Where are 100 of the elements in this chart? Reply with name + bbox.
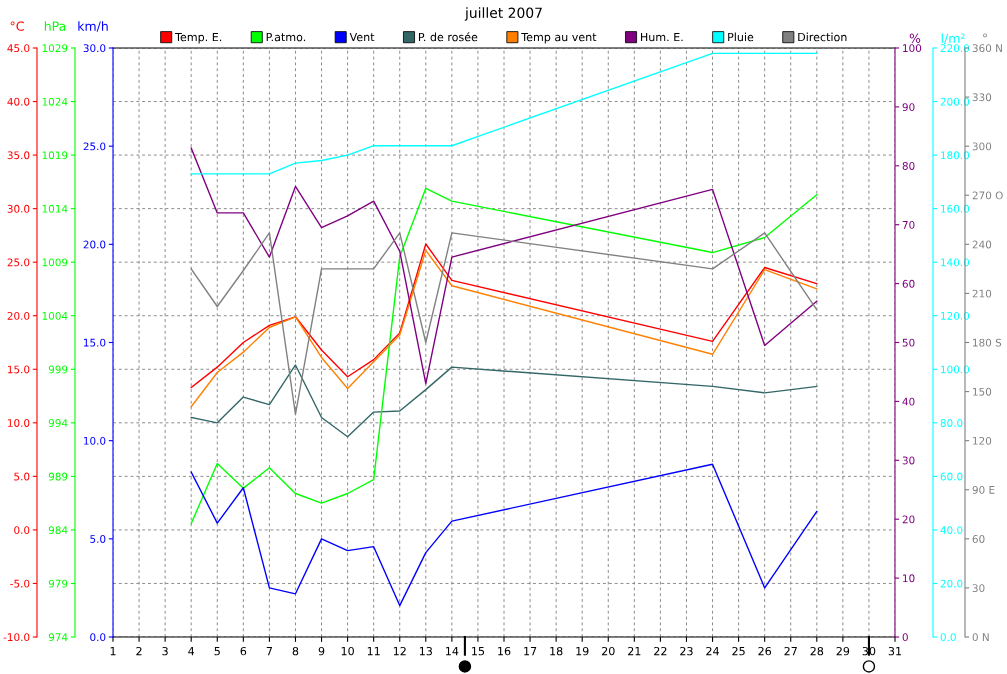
x-tick-label: 29 — [836, 646, 850, 656]
x-tick-label: 4 — [188, 647, 195, 656]
y2-tick-label: 1029 — [42, 44, 68, 53]
y3-tick-label: 120 — [973, 436, 992, 445]
y2-tick-label: 140.0 — [941, 258, 970, 267]
legend-label: Temp. E. — [175, 32, 222, 44]
y-tick-label: 80 — [902, 162, 915, 170]
y-tick-label: 30 — [902, 456, 915, 465]
x-tick-label: 27 — [784, 646, 797, 656]
y2-tick-label: 40.0 — [940, 526, 963, 535]
x-tick-label: 11 — [367, 647, 380, 656]
x-tick-label: 13 — [419, 646, 432, 656]
y-tick-label: 45.0 — [7, 44, 30, 53]
y3-tick-label: 0 N — [972, 633, 989, 642]
x-tick-label: 5 — [214, 647, 220, 656]
x-tick-label: 28 — [810, 646, 824, 656]
x-tick-label: 12 — [393, 646, 406, 656]
x-tick-label: 20 — [602, 646, 615, 656]
y2-tick-label: 1004 — [42, 311, 68, 320]
y2-tick-label: 1024 — [42, 97, 68, 106]
legend-label: P. de rosée — [418, 32, 478, 42]
y-tick-label: 0.0 — [14, 526, 30, 535]
y2-axis-title: hPa — [44, 21, 66, 31]
x-tick-label: 15 — [472, 647, 485, 656]
y-tick-label: -10.0 — [3, 633, 30, 642]
y-tick-label: 15.0 — [8, 365, 30, 374]
y-tick-label: 20 — [902, 515, 915, 524]
y-tick-label: 5.0 — [14, 472, 30, 481]
y2-tick-label: 20.0 — [940, 579, 963, 588]
x-tick-label: 19 — [576, 646, 589, 656]
y3-tick-label: 25.0 — [83, 142, 106, 151]
x-tick-label: 2 — [136, 646, 142, 656]
x-tick-label: 14 — [446, 647, 459, 656]
y-tick-label: 60 — [902, 279, 915, 288]
y-axis-title: % — [909, 33, 921, 43]
y-tick-label: 40.0 — [7, 97, 30, 106]
y-tick-label: 30.0 — [7, 204, 30, 213]
line-series — [190, 243, 818, 389]
line-series — [190, 52, 818, 175]
y-tick-label: 90 — [902, 103, 915, 112]
y2-tick-label: 984 — [48, 526, 68, 535]
y2-tick-label: 979 — [48, 579, 68, 588]
y2-tick-label: 0.0 — [940, 633, 956, 642]
y3-tick-label: 330 — [972, 93, 992, 102]
y-tick-label: 0 — [902, 633, 908, 642]
y2-tick-label: 989 — [48, 472, 68, 481]
y2-tick-label: 120.0 — [941, 311, 970, 320]
x-tick-label: 31 — [888, 646, 902, 656]
x-tick-label: 26 — [758, 646, 772, 656]
y2-tick-label: 60.0 — [940, 472, 963, 481]
y3-tick-label: 90 E — [972, 485, 995, 494]
x-tick-label: 8 — [292, 646, 299, 656]
x-tick-label: 9 — [318, 646, 325, 656]
x-tick-label: 22 — [654, 646, 667, 656]
y2-tick-label: 999 — [48, 365, 68, 374]
y-tick-label: 10 — [903, 574, 915, 583]
y3-tick-label: 300 — [972, 142, 992, 151]
x-tick-label: 6 — [240, 646, 247, 656]
y3-tick-label: 240 — [972, 240, 992, 249]
x-tick-label: 18 — [550, 646, 563, 656]
line-series — [190, 147, 818, 385]
y2-axis-title: l/m² — [941, 33, 965, 44]
y-tick-label: 70 — [902, 220, 915, 229]
y2-tick-label: 1009 — [42, 258, 68, 267]
y3-tick-label: 0.0 — [90, 633, 106, 642]
y2-tick-label: 160.0 — [941, 204, 970, 213]
y3-tick-label: 150 — [973, 387, 992, 396]
y3-tick-label: 60 — [972, 535, 985, 543]
legend-label: Vent — [349, 32, 375, 42]
y3-axis-title: km/h — [78, 21, 108, 32]
y3-tick-label: 210 — [972, 289, 992, 298]
y3-tick-label: 10.0 — [84, 436, 106, 445]
legend-label: Hum. E. — [641, 32, 683, 42]
y3-tick-label: 270 O — [972, 191, 1003, 200]
y2-tick-label: 1019 — [42, 151, 68, 160]
x-tick-label: 7 — [266, 647, 272, 656]
y2-tick-label: 100.0 — [941, 365, 970, 374]
y3-tick-label: 15.0 — [84, 338, 106, 347]
x-tick-label: 24 — [706, 646, 719, 656]
y2-tick-label: 974 — [48, 633, 68, 642]
y3-tick-label: 5.0 — [90, 535, 106, 543]
y3-tick-label: 30.0 — [83, 44, 106, 53]
x-tick-label: 10 — [341, 646, 354, 656]
x-tick-label: 23 — [680, 646, 693, 656]
x-tick-label: 16 — [498, 646, 511, 656]
y-tick-label: 40 — [902, 397, 915, 406]
y3-tick-label: 20.0 — [83, 240, 106, 249]
y-tick-label: 25.0 — [7, 258, 30, 267]
y-tick-label: 100 — [903, 44, 922, 53]
y3-axis-title: ° — [983, 33, 987, 38]
legend-label: P.atmo. — [266, 32, 306, 42]
y-tick-label: 50 — [902, 338, 915, 347]
x-tick-label: 17 — [524, 647, 537, 656]
legend-label: Direction — [798, 32, 847, 42]
y-tick-label: 10.0 — [8, 419, 30, 427]
y3-tick-label: 30 — [972, 584, 985, 593]
x-tick-label: 25 — [732, 646, 745, 656]
y2-tick-label: 180.0 — [941, 151, 970, 160]
line-series — [190, 463, 818, 607]
x-tick-label: 3 — [162, 646, 168, 656]
